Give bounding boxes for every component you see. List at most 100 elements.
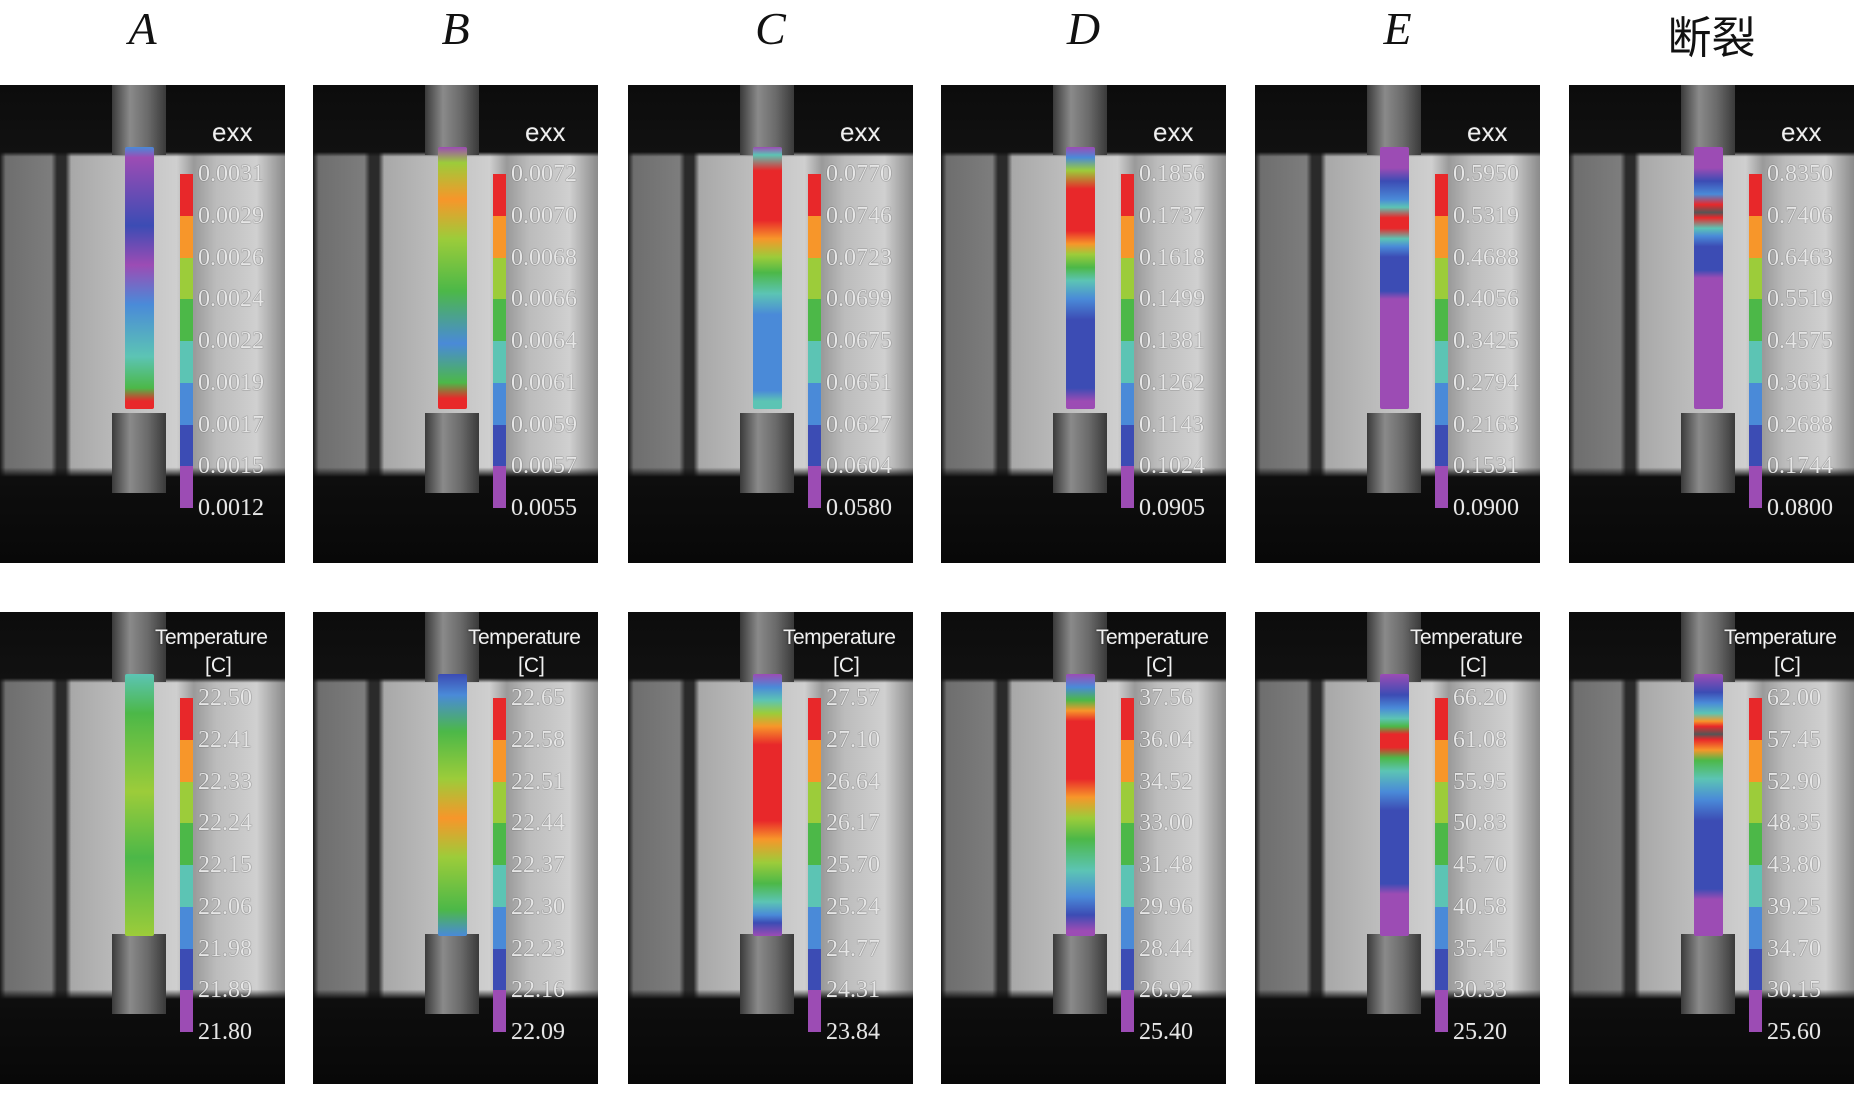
colorbar-tick-label: 0.1618 — [1139, 244, 1205, 271]
colorbar-tick-label: 0.0015 — [198, 453, 264, 480]
colorbar-segment — [180, 424, 193, 467]
upper-grip — [740, 85, 794, 155]
colorbar-tick-label: 0.6463 — [1767, 244, 1833, 271]
colorbar-tick-label: 34.70 — [1767, 935, 1821, 962]
colorbar — [180, 174, 193, 508]
specimen-temperature-map — [1380, 674, 1409, 936]
colorbar-tick-label: 27.57 — [826, 685, 880, 711]
colorbar-segment — [808, 990, 821, 1032]
colorbar-tick-label: 0.0024 — [198, 286, 264, 313]
upper-grip — [1681, 612, 1735, 682]
colorbar-segment — [180, 174, 193, 216]
colorbar — [493, 174, 506, 508]
colorbar-segment — [493, 865, 506, 907]
colorbar-segment — [493, 781, 506, 824]
lower-grip — [425, 413, 479, 493]
colorbar-tick-label: 0.0072 — [511, 161, 577, 187]
colorbar-tick-label: 22.24 — [198, 810, 252, 837]
upper-grip — [425, 612, 479, 682]
colorbar-segment — [1121, 698, 1134, 740]
column-title: B — [441, 3, 470, 54]
colorbar-segment — [1121, 382, 1134, 425]
colorbar-tick-label: 0.1143 — [1139, 411, 1205, 438]
colorbar-segment — [1435, 215, 1448, 258]
temperature-label: Temperature — [468, 626, 581, 649]
colorbar-tick-label: 0.0055 — [511, 495, 577, 521]
colorbar — [493, 698, 506, 1032]
colorbar-tick-label: 24.77 — [826, 935, 880, 962]
specimen-strain-map — [125, 147, 154, 409]
colorbar-tick-label: 0.0068 — [511, 244, 577, 271]
colorbar-tick-label: 22.09 — [511, 1019, 565, 1045]
specimen-temperature-map — [125, 674, 154, 936]
colorbar-tick-label: 22.50 — [198, 685, 252, 711]
colorbar-segment — [180, 257, 193, 300]
colorbar-tick-label: 36.04 — [1139, 726, 1193, 753]
colorbar-segment — [1121, 990, 1134, 1032]
colorbar-tick-label: 25.60 — [1767, 1019, 1821, 1045]
colorbar-tick-label: 22.16 — [511, 977, 565, 1004]
strain-label: exx — [1153, 117, 1194, 147]
strain-field-panel: exx 0.0770 0.0746 0.0723 0.0699 0.0675 0.0651 0… — [628, 85, 913, 563]
colorbar — [1121, 174, 1134, 508]
colorbar-tick-label: 22.30 — [511, 893, 565, 920]
colorbar-segment — [1435, 299, 1448, 341]
column-title: A — [128, 3, 157, 54]
temperature-unit: [C] — [833, 654, 860, 677]
colorbar-tick-label: 37.56 — [1139, 685, 1193, 711]
colorbar-tick-label: 0.0675 — [826, 328, 892, 354]
colorbar-segment — [1121, 466, 1134, 508]
colorbar-segment — [493, 257, 506, 300]
colorbar-ticks: 0.0770 0.0746 0.0723 0.0699 0.0675 0.0651 0.06… — [826, 162, 892, 538]
specimen-temperature-map — [1066, 674, 1095, 936]
colorbar-tick-label: 34.52 — [1139, 768, 1193, 795]
colorbar — [1121, 698, 1134, 1032]
column-title: D — [1066, 3, 1101, 54]
colorbar-tick-label: 0.1737 — [1139, 202, 1205, 229]
strain-label: exx — [212, 117, 253, 147]
colorbar-segment — [1435, 698, 1448, 740]
colorbar-tick-label: 43.80 — [1767, 852, 1821, 878]
colorbar-tick-label: 22.06 — [198, 893, 252, 920]
strain-label: exx — [840, 117, 881, 147]
colorbar-tick-label: 22.51 — [511, 768, 565, 795]
colorbar — [1435, 174, 1448, 508]
colorbar-tick-label: 28.44 — [1139, 935, 1193, 962]
colorbar — [1435, 698, 1448, 1032]
colorbar-ticks: 37.56 36.04 34.52 33.00 31.48 29.96 28.44 26.92… — [1139, 686, 1193, 1062]
colorbar-tick-label: 0.5950 — [1453, 161, 1519, 187]
specimen-temperature-map — [753, 674, 782, 936]
colorbar-ticks: 27.57 27.10 26.64 26.17 25.70 25.24 24.77 24.31… — [826, 686, 880, 1062]
strain-field-panel: exx 0.1856 0.1737 0.1618 0.1499 0.1381 0.1262 0… — [941, 85, 1226, 563]
colorbar-ticks: 0.1856 0.1737 0.1618 0.1499 0.1381 0.1262 0.11… — [1139, 162, 1205, 538]
colorbar-tick-label: 0.5319 — [1453, 202, 1519, 229]
colorbar-segment — [1435, 948, 1448, 991]
colorbar-segment — [493, 906, 506, 949]
colorbar-segment — [808, 906, 821, 949]
colorbar-segment — [808, 823, 821, 865]
colorbar-tick-label: 0.0580 — [826, 495, 892, 521]
colorbar-segment — [493, 382, 506, 425]
colorbar-segment — [1749, 906, 1762, 949]
column-title: E — [1383, 3, 1412, 54]
colorbar-segment — [1749, 948, 1762, 991]
specimen-strain-map — [753, 147, 782, 409]
colorbar-segment — [1121, 174, 1134, 216]
temperature-unit: [C] — [518, 654, 545, 677]
temperature-label: Temperature — [1724, 626, 1837, 649]
colorbar-ticks: 22.50 22.41 22.33 22.24 22.15 22.06 21.98 21.89… — [198, 686, 252, 1062]
colorbar-tick-label: 0.1499 — [1139, 286, 1205, 313]
temperature-label: Temperature — [155, 626, 268, 649]
colorbar-segment — [1749, 341, 1762, 383]
lower-grip — [1367, 413, 1421, 493]
colorbar-tick-label: 22.58 — [511, 726, 565, 753]
specimen-strain-map — [1066, 147, 1095, 409]
lower-grip — [1053, 934, 1107, 1014]
colorbar-tick-label: 0.0059 — [511, 411, 577, 438]
colorbar-segment — [180, 781, 193, 824]
upper-grip — [1367, 85, 1421, 155]
colorbar-segment — [808, 341, 821, 383]
colorbar-tick-label: 0.0017 — [198, 411, 264, 438]
colorbar-segment — [180, 215, 193, 258]
temperature-field-panel: Temperature [C] 62.00 57.45 52.90 48.35 43.80 3… — [1569, 612, 1854, 1084]
